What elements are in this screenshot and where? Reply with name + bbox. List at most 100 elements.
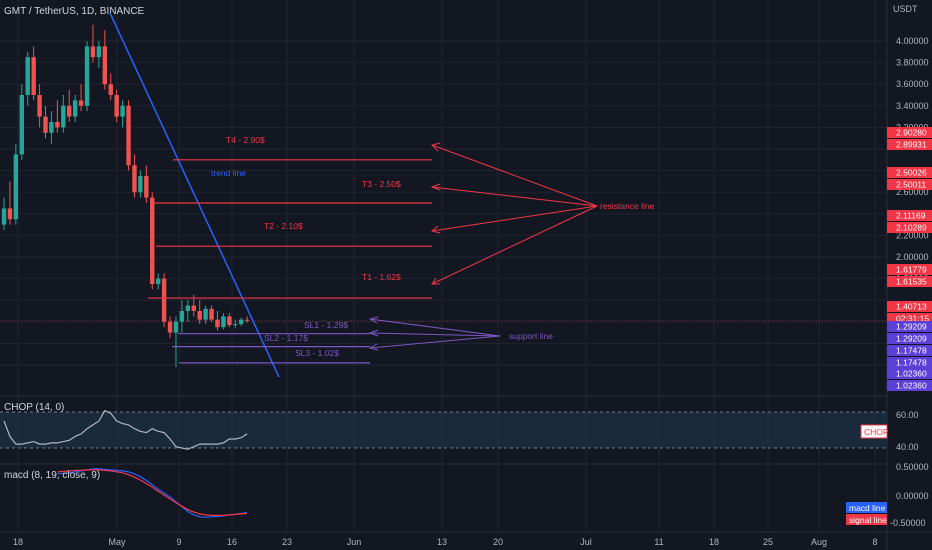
price-axis-label: 3.80000: [896, 58, 929, 68]
price-tag-box: [887, 127, 932, 138]
price-tag-box: [887, 368, 932, 379]
price-tag-box: [887, 333, 932, 344]
resistance-line-label: resistance line: [600, 201, 655, 211]
arrowhead-t3: [430, 183, 441, 191]
candle-body: [191, 305, 196, 311]
candle-body: [185, 305, 191, 311]
price-tag-box: [887, 222, 932, 233]
trend-line-label: trend line: [211, 168, 246, 178]
support-label: SL1 - 1.29$: [304, 320, 348, 330]
candle-body: [138, 176, 143, 193]
price-axis-label: 2.20000: [896, 230, 929, 240]
price-tags: 2.90280 2.89931 2.50026 2.50011 2.11169 2.102…: [887, 127, 932, 391]
candle-body: [233, 323, 238, 326]
time-axis-label: Aug: [811, 537, 827, 547]
candle-body: [96, 46, 102, 58]
resistance-arrow-t3: [431, 186, 598, 207]
time-axis-label: 8: [872, 537, 877, 547]
candle-body: [173, 321, 179, 333]
price-tag-box: [887, 179, 932, 190]
time-axis-label: 25: [763, 537, 773, 547]
signal-line: [57, 469, 248, 516]
price-tag: 2.50011: [896, 180, 926, 190]
candle-body: [19, 95, 24, 155]
candle-body: [239, 319, 244, 324]
support-arrow-sl3: [369, 335, 501, 349]
candle-body: [209, 308, 214, 320]
time-axis-label: 18: [709, 537, 719, 547]
resistance-label: T4 - 2.90$: [226, 135, 265, 145]
chop-line: [3, 409, 248, 450]
price-tag-box: [887, 276, 932, 287]
signal-tag: signal line: [849, 515, 887, 525]
chop-tag-box: [860, 424, 888, 439]
candle-body: [197, 311, 202, 320]
candle-body: [84, 46, 90, 106]
candle-body: [67, 105, 72, 117]
resistance-label: T2 - 2.10$: [264, 221, 303, 231]
resistance-arrow-t2: [431, 205, 598, 232]
candle-body: [227, 316, 232, 326]
macd-axis-000: 0.00000: [896, 491, 929, 501]
candle-body: [114, 95, 119, 117]
resistance-arrows: [430, 142, 598, 285]
resistance-lines[interactable]: T4 - 2.90$ T3 - 2.50$ T2 - 2.10$ T1 - 1.62$: [148, 135, 432, 299]
candle-body: [126, 105, 131, 166]
support-lines[interactable]: SL1 - 1.29$ SL2 - 1.17$ SL3 - 1.02$: [172, 320, 370, 364]
price-tag-box: [887, 167, 932, 178]
symbol-title: GMT / TetherUS, 1D, BINANCE: [4, 6, 145, 17]
chop-axis-60: 60.00: [896, 410, 919, 420]
candle-body: [61, 105, 66, 128]
candle-body: [31, 57, 36, 95]
candle-body: [13, 154, 19, 220]
price-tag-box: [887, 210, 932, 221]
candle-body: [72, 100, 78, 117]
macd-title[interactable]: macd (8, 19, close, 9): [4, 470, 100, 481]
price-tag: 2.10289: [896, 223, 927, 233]
time-axis[interactable]: 18 May 9 16 23 Jun 13 20 Jul 11 18 25 Aug 8: [13, 537, 878, 547]
price-tag: 2.90280: [896, 128, 927, 138]
candle-body: [108, 84, 113, 95]
time-axis-label: 20: [493, 537, 503, 547]
currency-label: USDT: [893, 4, 918, 14]
trend-line[interactable]: [109, 12, 280, 378]
time-axis-label: 23: [282, 537, 292, 547]
candle-body: [215, 319, 220, 328]
chop-title[interactable]: CHOP (14, 0): [4, 402, 64, 413]
price-tag: 1.61779: [896, 265, 927, 275]
candle-body: [102, 46, 108, 85]
candle-body: [167, 321, 173, 333]
chop-axis-40: 40.00: [896, 442, 919, 452]
price-tag: 1.40713: [896, 302, 927, 312]
time-axis-label: 9: [176, 537, 181, 547]
price-tag: 2.50026: [896, 168, 927, 178]
signal-tag-box: [846, 514, 887, 525]
support-label: SL2 - 1.17$: [264, 333, 308, 343]
price-tag-box: [887, 357, 932, 368]
support-label: SL3 - 1.02$: [295, 348, 339, 358]
price-tag: 1.02360: [896, 369, 927, 379]
candle-body: [161, 278, 167, 322]
arrowhead-t4: [431, 142, 441, 152]
candle-body: [78, 100, 84, 106]
time-axis-label: 11: [654, 537, 663, 547]
price-tag: 2.89931: [896, 140, 927, 150]
time-axis-label: 13: [437, 537, 447, 547]
support-arrow-sl1: [369, 318, 501, 337]
price-axis-label: 2.60000: [896, 187, 929, 197]
support-arrows: [368, 316, 501, 351]
arrowhead-t1: [431, 277, 440, 285]
arrowhead-sl3: [368, 343, 379, 351]
price-tag-box: [887, 139, 932, 150]
resistance-arrow-t4: [431, 144, 598, 207]
price-tag: 2.11169: [896, 211, 926, 221]
candle-body: [120, 105, 125, 117]
price-tag: 1.17478: [896, 346, 927, 356]
macd-tag: macd line: [849, 503, 886, 513]
candle-body: [7, 208, 13, 220]
macd-axis-neg050: -0.50000: [890, 518, 926, 528]
price-tag: 1.17478: [896, 358, 927, 368]
candle-body: [244, 319, 250, 321]
